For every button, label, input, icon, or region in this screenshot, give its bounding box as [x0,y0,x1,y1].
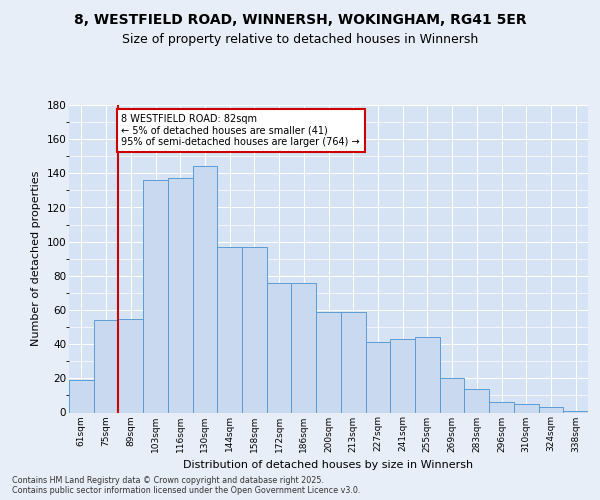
Bar [341,312,365,412]
Bar [489,402,514,412]
Bar [563,411,588,412]
Bar [193,166,217,412]
Bar [69,380,94,412]
Bar [143,180,168,412]
Text: 8, WESTFIELD ROAD, WINNERSH, WOKINGHAM, RG41 5ER: 8, WESTFIELD ROAD, WINNERSH, WOKINGHAM, … [74,12,526,26]
Bar [242,247,267,412]
Bar [118,318,143,412]
X-axis label: Distribution of detached houses by size in Winnersh: Distribution of detached houses by size … [184,460,473,470]
Bar [94,320,118,412]
Bar [464,388,489,412]
Bar [217,247,242,412]
Bar [390,339,415,412]
Bar [440,378,464,412]
Bar [168,178,193,412]
Bar [316,312,341,412]
Text: Size of property relative to detached houses in Winnersh: Size of property relative to detached ho… [122,32,478,46]
Bar [514,404,539,412]
Text: 8 WESTFIELD ROAD: 82sqm
← 5% of detached houses are smaller (41)
95% of semi-det: 8 WESTFIELD ROAD: 82sqm ← 5% of detached… [121,114,360,146]
Bar [539,408,563,412]
Bar [415,338,440,412]
Y-axis label: Number of detached properties: Number of detached properties [31,171,41,346]
Bar [267,282,292,412]
Text: Contains HM Land Registry data © Crown copyright and database right 2025.
Contai: Contains HM Land Registry data © Crown c… [12,476,361,495]
Bar [292,282,316,412]
Bar [365,342,390,412]
